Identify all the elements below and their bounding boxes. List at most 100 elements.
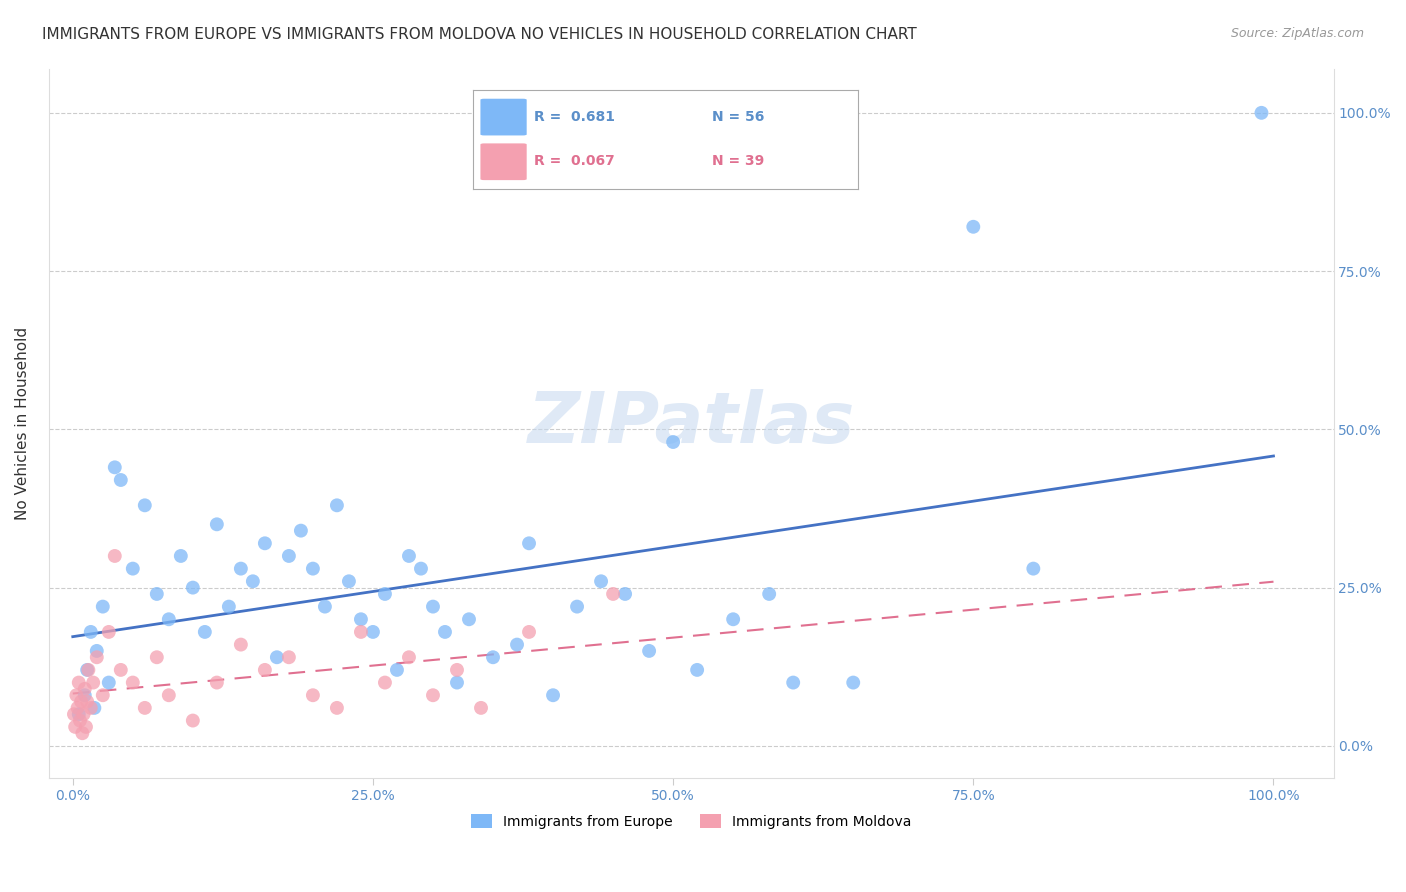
Point: [842, 675, 865, 690]
Point: [157, 612, 180, 626]
Point: [374, 675, 396, 690]
Point: [517, 624, 540, 639]
Point: [782, 675, 804, 690]
Point: [409, 561, 432, 575]
Point: [63, 720, 86, 734]
Text: ZIPatlas: ZIPatlas: [527, 389, 855, 458]
Point: [470, 701, 492, 715]
Point: [181, 581, 204, 595]
Point: [1250, 105, 1272, 120]
Point: [446, 675, 468, 690]
Point: [326, 701, 349, 715]
Point: [76, 663, 98, 677]
Point: [350, 612, 373, 626]
Point: [86, 644, 108, 658]
Point: [82, 675, 104, 690]
Point: [517, 536, 540, 550]
Point: [253, 536, 276, 550]
Point: [266, 650, 288, 665]
Text: IMMIGRANTS FROM EUROPE VS IMMIGRANTS FROM MOLDOVA NO VEHICLES IN HOUSEHOLD CORRE: IMMIGRANTS FROM EUROPE VS IMMIGRANTS FRO…: [42, 27, 917, 42]
Point: [277, 549, 299, 563]
Point: [350, 624, 373, 639]
Point: [134, 499, 156, 513]
Point: [758, 587, 780, 601]
Point: [686, 663, 709, 677]
Point: [229, 638, 252, 652]
Point: [398, 650, 420, 665]
Point: [146, 650, 169, 665]
Point: [70, 695, 93, 709]
Point: [314, 599, 336, 614]
Point: [361, 624, 384, 639]
Point: [66, 701, 89, 715]
Point: [541, 688, 564, 702]
Point: [662, 435, 685, 450]
Point: [67, 675, 90, 690]
Point: [91, 599, 114, 614]
Point: [614, 587, 637, 601]
Point: [65, 688, 87, 702]
Point: [565, 599, 588, 614]
Point: [638, 644, 661, 658]
Point: [194, 624, 217, 639]
Point: [398, 549, 420, 563]
Legend: Immigrants from Europe, Immigrants from Moldova: Immigrants from Europe, Immigrants from …: [465, 808, 917, 834]
Point: [77, 663, 100, 677]
Point: [721, 612, 744, 626]
Point: [962, 219, 984, 234]
Point: [326, 499, 349, 513]
Point: [91, 688, 114, 702]
Point: [229, 561, 252, 575]
Point: [104, 549, 127, 563]
Point: [422, 688, 444, 702]
Point: [110, 663, 132, 677]
Point: [422, 599, 444, 614]
Point: [134, 701, 156, 715]
Point: [110, 473, 132, 487]
Point: [76, 695, 98, 709]
Point: [63, 707, 86, 722]
Point: [121, 561, 143, 575]
Point: [73, 688, 96, 702]
Point: [157, 688, 180, 702]
Point: [97, 624, 120, 639]
Point: [72, 707, 94, 722]
Point: [170, 549, 193, 563]
Point: [67, 707, 90, 722]
Point: [75, 720, 97, 734]
Point: [337, 574, 360, 589]
Point: [290, 524, 312, 538]
Point: [374, 587, 396, 601]
Y-axis label: No Vehicles in Household: No Vehicles in Household: [15, 326, 30, 519]
Point: [73, 681, 96, 696]
Point: [602, 587, 624, 601]
Point: [205, 517, 228, 532]
Point: [302, 561, 325, 575]
Point: [97, 675, 120, 690]
Point: [253, 663, 276, 677]
Point: [506, 638, 529, 652]
Point: [146, 587, 169, 601]
Point: [1022, 561, 1045, 575]
Point: [482, 650, 505, 665]
Point: [385, 663, 408, 677]
Point: [433, 624, 456, 639]
Point: [80, 624, 103, 639]
Point: [80, 701, 103, 715]
Point: [277, 650, 299, 665]
Point: [302, 688, 325, 702]
Point: [72, 726, 94, 740]
Point: [86, 650, 108, 665]
Point: [69, 714, 91, 728]
Point: [104, 460, 127, 475]
Point: [121, 675, 143, 690]
Text: Source: ZipAtlas.com: Source: ZipAtlas.com: [1230, 27, 1364, 40]
Point: [83, 701, 105, 715]
Point: [218, 599, 240, 614]
Point: [591, 574, 613, 589]
Point: [446, 663, 468, 677]
Point: [242, 574, 264, 589]
Point: [458, 612, 481, 626]
Point: [205, 675, 228, 690]
Point: [181, 714, 204, 728]
